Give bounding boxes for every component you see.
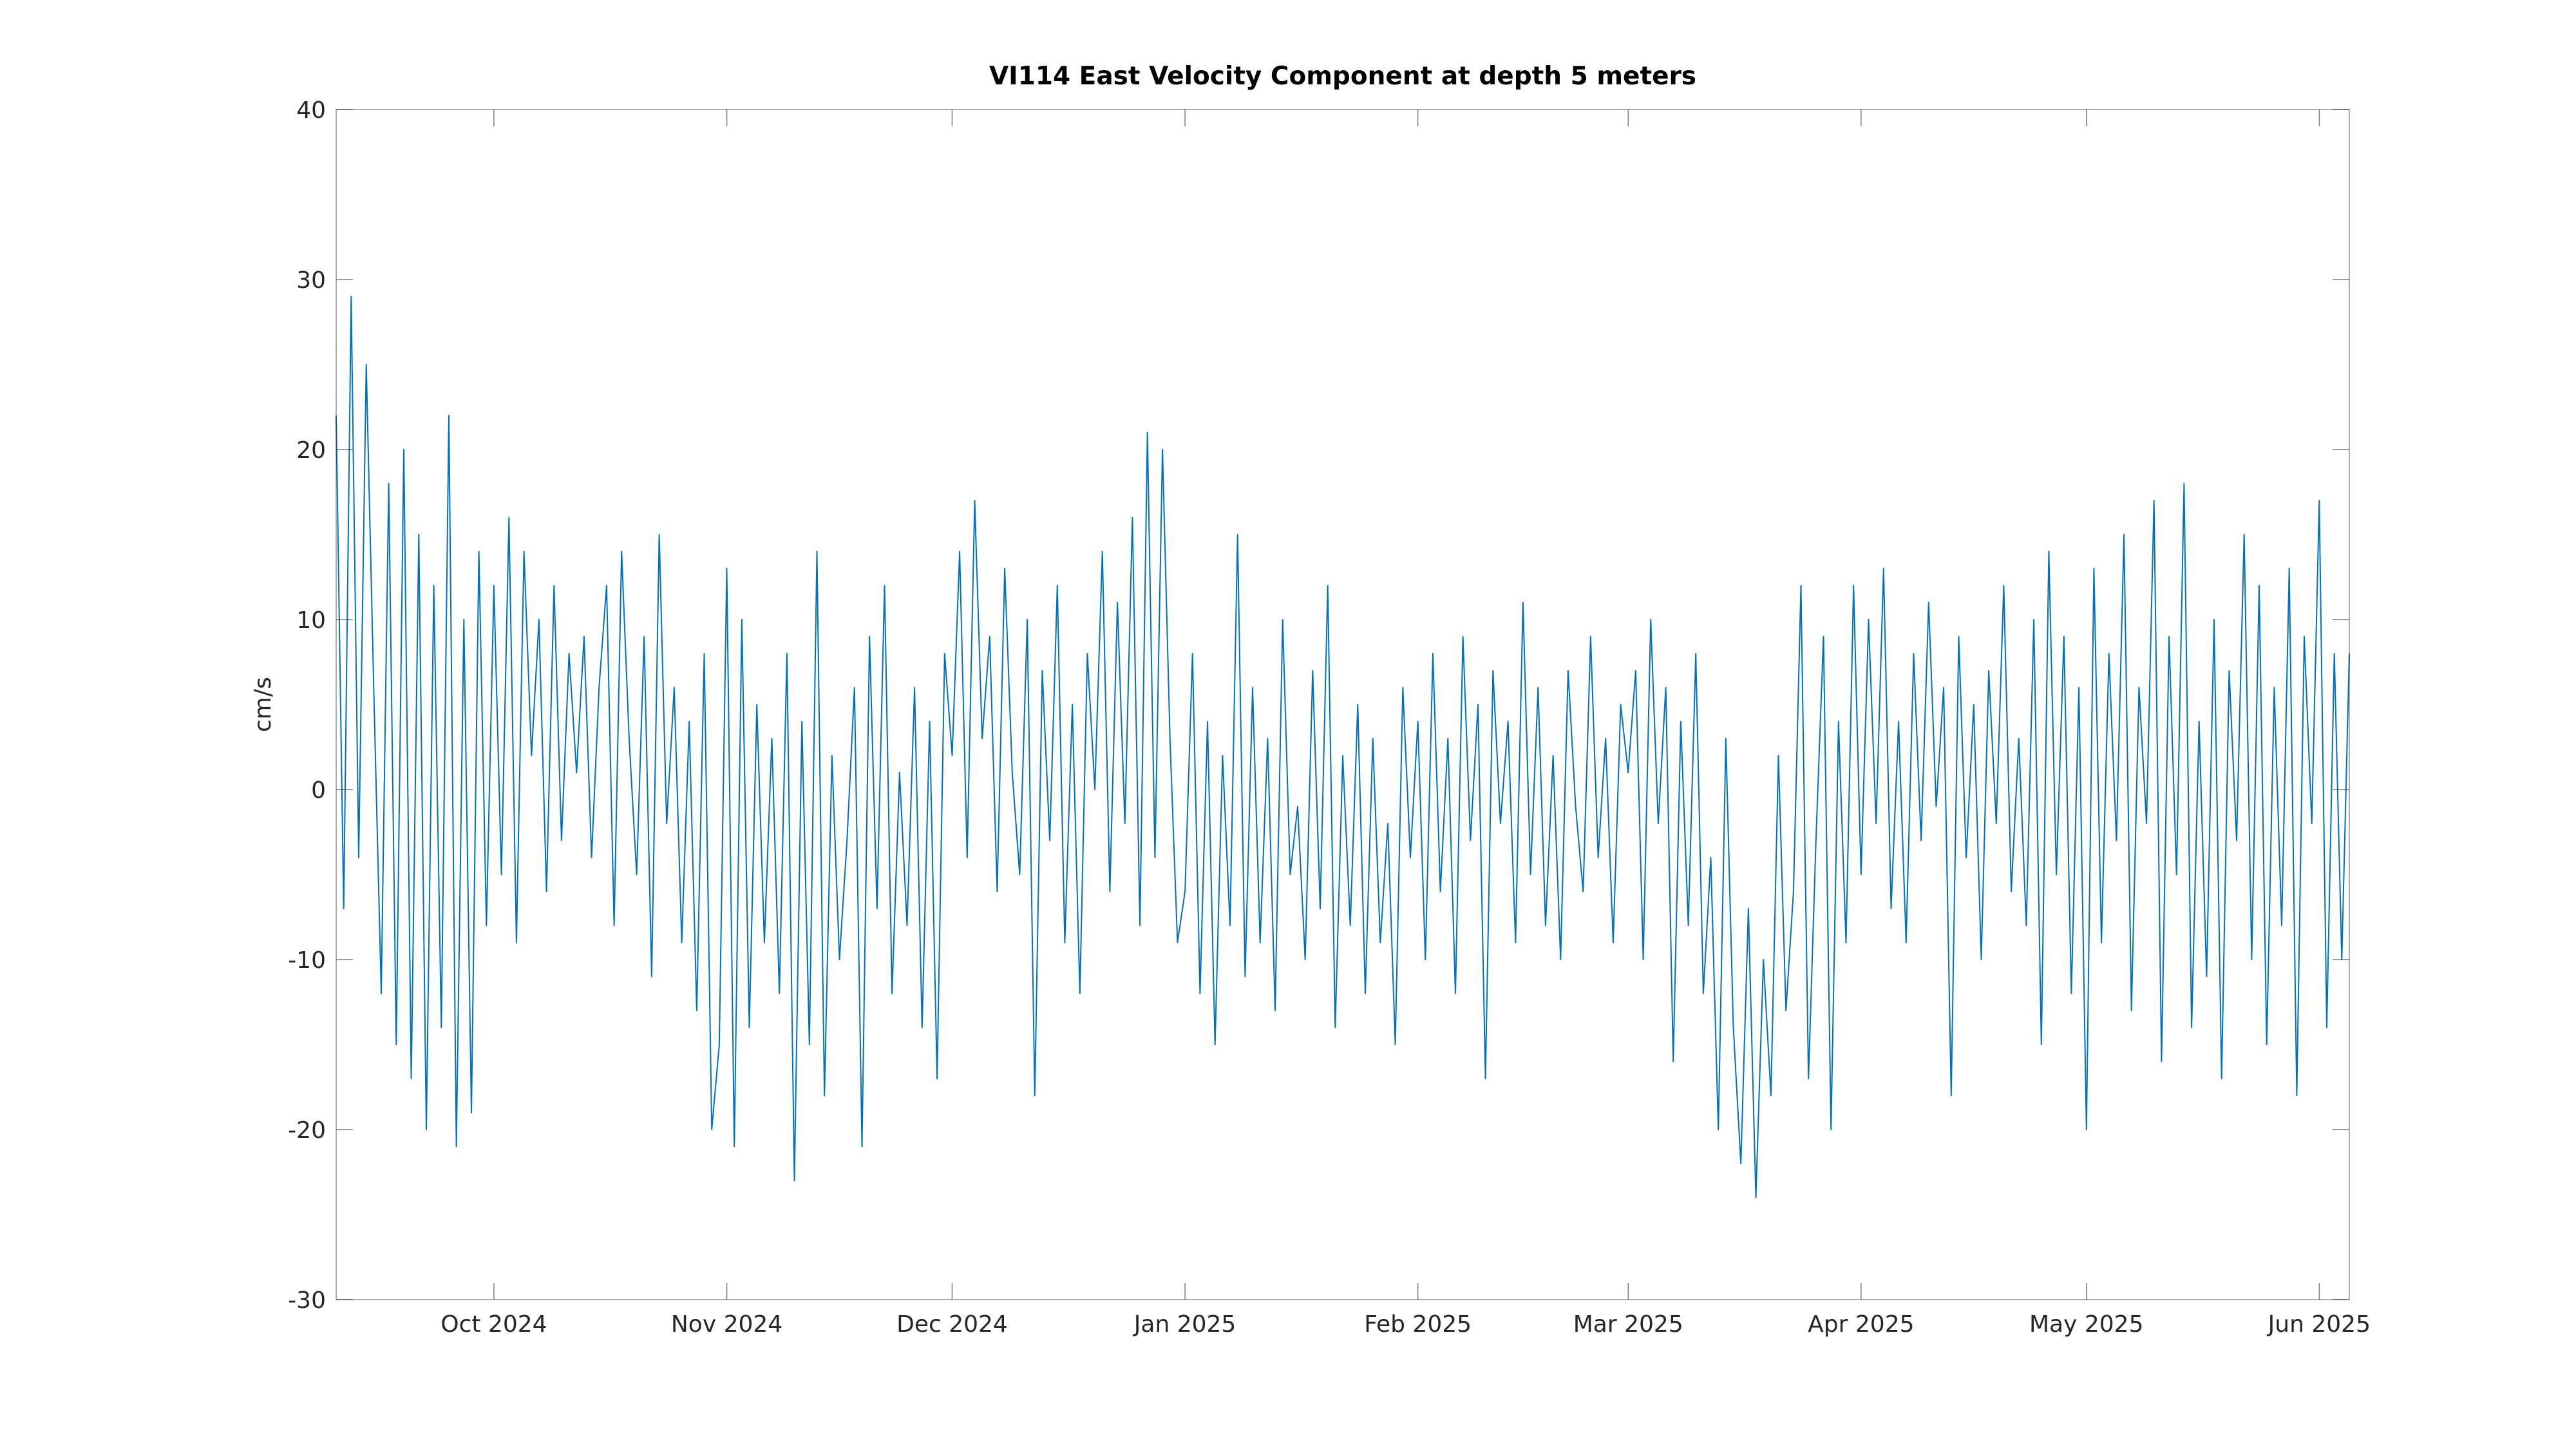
x-tick-label: Mar 2025 bbox=[1573, 1311, 1683, 1338]
x-tick-label: Jan 2025 bbox=[1133, 1311, 1236, 1338]
y-tick-label: 10 bbox=[296, 607, 326, 634]
data-line bbox=[336, 296, 2350, 1198]
y-tick-label: -30 bbox=[288, 1287, 326, 1314]
x-tick-label: Jun 2025 bbox=[2267, 1311, 2371, 1338]
x-tick-label: Oct 2024 bbox=[440, 1311, 547, 1338]
y-tick-label: 0 bbox=[311, 777, 326, 804]
y-tick-label: -10 bbox=[288, 947, 326, 974]
x-tick-label: Dec 2024 bbox=[896, 1311, 1008, 1338]
y-axis-label: cm/s bbox=[250, 677, 276, 732]
plot-area bbox=[336, 109, 2349, 1300]
x-tick-label: Feb 2025 bbox=[1364, 1311, 1472, 1338]
y-tick-label: 40 bbox=[296, 97, 326, 124]
y-tick-label: -20 bbox=[288, 1117, 326, 1144]
axes-box bbox=[336, 109, 2350, 1300]
x-tick-label: Apr 2025 bbox=[1808, 1311, 1914, 1338]
y-tick-label: 30 bbox=[296, 267, 326, 294]
y-tick-label: 20 bbox=[296, 437, 326, 464]
x-tick-label: May 2025 bbox=[2029, 1311, 2144, 1338]
x-tick-label: Nov 2024 bbox=[671, 1311, 782, 1338]
chart-title: VI114 East Velocity Component at depth 5… bbox=[989, 62, 1696, 91]
